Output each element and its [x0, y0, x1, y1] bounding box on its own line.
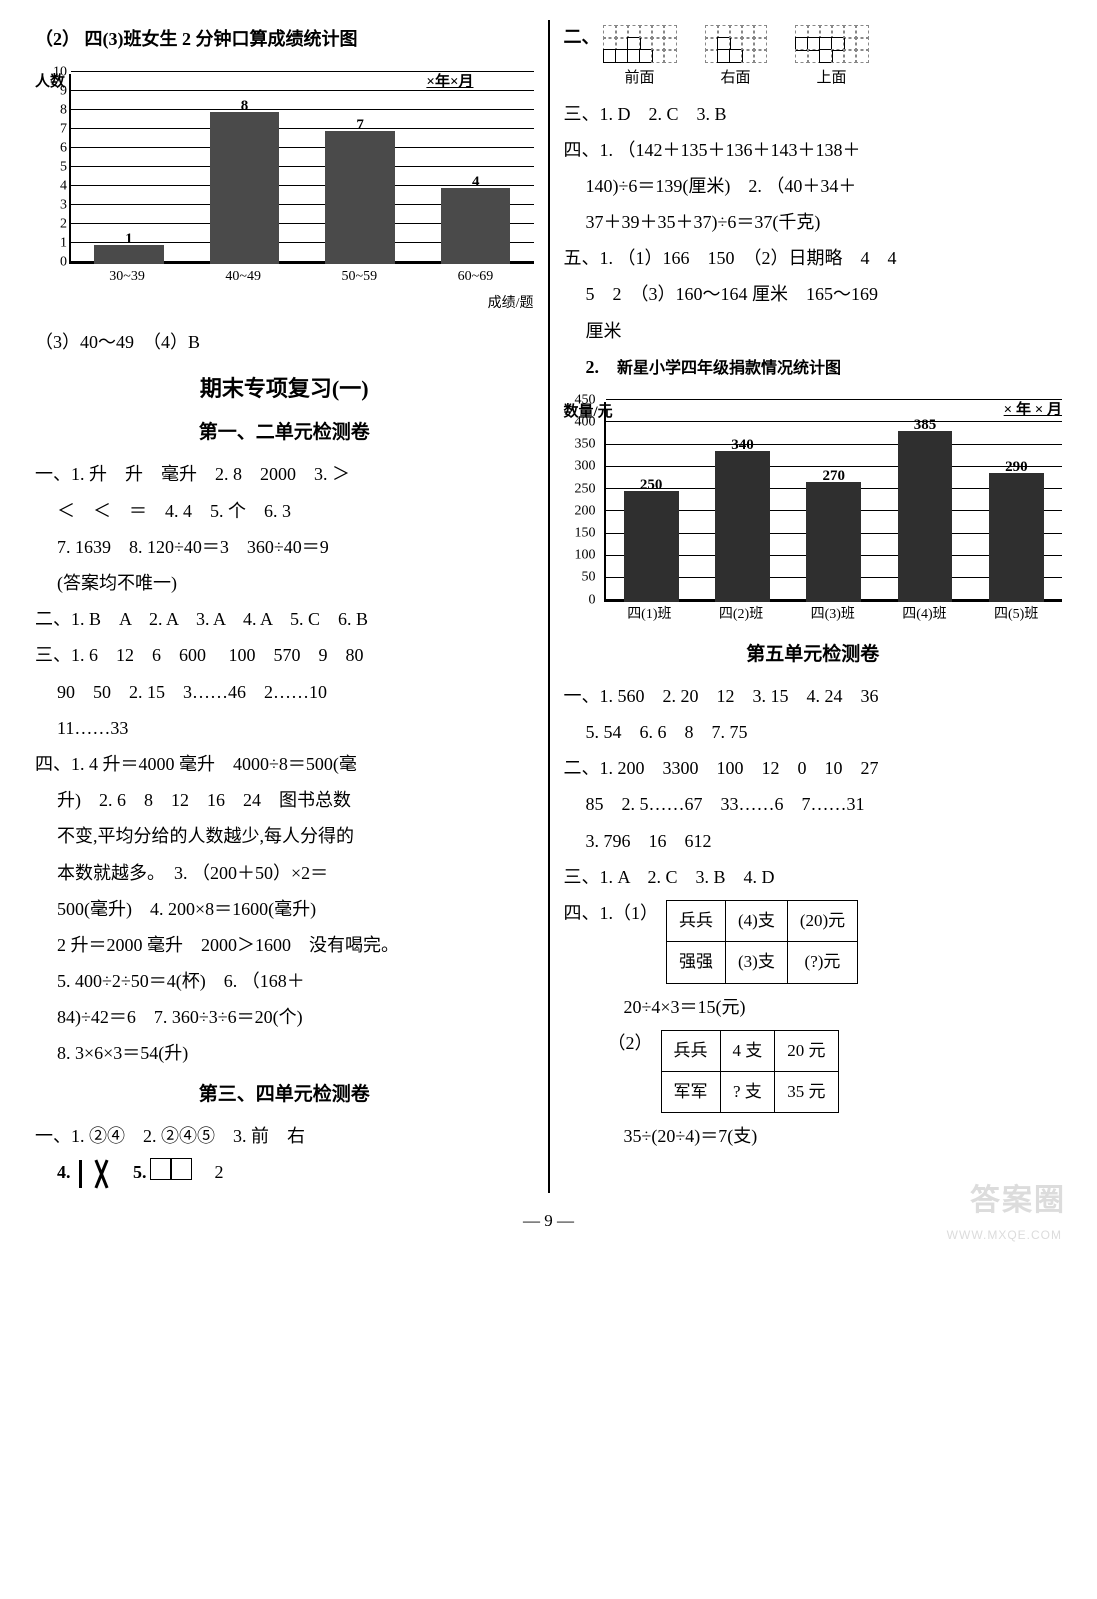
- u12-s3-l3: 11……33: [35, 711, 534, 745]
- chart2-plot: 250340270385290 050100150200250300350400…: [604, 402, 1063, 602]
- review-title: 期末专项复习(一): [35, 368, 534, 410]
- u34-s1-l2b: 5.: [115, 1162, 151, 1182]
- u5-s2-l2: 85 2. 5……67 33……6 7……31: [564, 787, 1063, 821]
- chart2-prefix: 2.: [586, 357, 600, 377]
- sec2-row: 二、 前面右面上面: [564, 20, 1063, 95]
- watermark: 答案圈: [970, 1172, 1066, 1229]
- u5-s1-l2: 5. 54 6. 6 8 7. 75: [564, 715, 1063, 749]
- u5-s4-r1: 四、1.（1） 兵兵(4)支(20)元强强(3)支(?)元: [564, 896, 1063, 988]
- unit12-title: 第一、二单元检测卷: [35, 415, 534, 451]
- u5-s3: 三、1. A 2. C 3. B 4. D: [564, 860, 1063, 894]
- u12-s4-l8: 84)÷42＝6 7. 360÷3÷6＝20(个): [35, 1000, 534, 1034]
- u5-s4-lead: 四、1.（1）: [564, 896, 659, 930]
- u12-s4-l9: 8. 3×6×3＝54(升): [35, 1036, 534, 1070]
- watermark-sub: WWW.MXQE.COM: [947, 1224, 1062, 1247]
- u12-s4-l6: 2 升＝2000 毫升 2000＞1600 没有喝完。: [35, 928, 534, 962]
- chart1: 人数 ×年×月 1874 012345678910 30~3940~4950~5…: [35, 74, 534, 317]
- page-number: — 9 —: [25, 1205, 1072, 1237]
- u5-tbl2-ans: 35÷(20÷4)＝7(支): [564, 1119, 1063, 1153]
- u34-s1-l2: 4. 5. 2: [35, 1155, 534, 1191]
- chart1-title: 四(3)班女生 2 分钟口算成绩统计图: [85, 29, 358, 49]
- chart1-xlabels: 30~3940~4950~5960~69: [69, 264, 534, 291]
- u12-s1-l1: 一、1. 升 升 毫升 2. 8 2000 3. ＞: [35, 457, 534, 491]
- u34-s1-l1: 一、1. ②④ 2. ②④⑤ 3. 前 右: [35, 1119, 534, 1153]
- u12-s2: 二、1. B A 2. A 3. A 4. A 5. C 6. B: [35, 602, 534, 636]
- sec4-l3: 37＋39＋35＋37)÷6＝37(千克): [564, 205, 1063, 239]
- chart2-xlabels: 四(1)班四(2)班四(3)班四(4)班四(5)班: [604, 602, 1063, 629]
- chart1-prefix: （2）: [35, 29, 80, 49]
- three-views: 前面右面上面: [604, 20, 868, 95]
- chart1-heading: （2） 四(3)班女生 2 分钟口算成绩统计图: [35, 22, 534, 56]
- u12-s1-l3: 7. 1639 8. 120÷40＝3 360÷40＝9: [35, 530, 534, 564]
- chart2-bars: 250340270385290: [606, 402, 1063, 602]
- sec4-l1: 四、1. （142＋135＋136＋143＋138＋: [564, 133, 1063, 167]
- u5-s4-lead2: （2）: [608, 1026, 653, 1060]
- u5-s2-l1: 二、1. 200 3300 100 12 0 10 27: [564, 751, 1063, 785]
- right-column: 二、 前面右面上面 三、1. D 2. C 3. B 四、1. （142＋135…: [554, 20, 1073, 1193]
- u12-s4-l5: 500(毫升) 4. 200×8＝1600(毫升): [35, 892, 534, 926]
- chart1-bars: 1874: [71, 74, 534, 264]
- sec5-l2: 5 2 （3）160～164 厘米 165～169: [564, 277, 1063, 311]
- u12-s4-l4: 本数就越多。 3. （200＋50）×2＝: [35, 856, 534, 890]
- u5-s2-l3: 3. 796 16 612: [564, 824, 1063, 858]
- after-chart1: （3）40～49 （4）B: [35, 325, 534, 359]
- u12-s1-l2: ＜ ＜ ＝ 4. 4 5. 个 6. 3: [35, 494, 534, 528]
- u5-s4-r2: （2） 兵兵4 支20 元军军? 支35 元: [564, 1026, 1063, 1118]
- left-column: （2） 四(3)班女生 2 分钟口算成绩统计图 人数 ×年×月 1874 012…: [25, 20, 544, 1193]
- sec5-l3: 厘米: [564, 314, 1063, 348]
- stick-icon: [79, 1160, 82, 1188]
- unit5-title: 第五单元检测卷: [564, 637, 1063, 673]
- column-divider: [548, 20, 550, 1193]
- u12-s4-l3: 不变,平均分给的人数越少,每人分得的: [35, 819, 534, 853]
- chart2: 数量/元 × 年 × 月 250340270385290 05010015020…: [564, 402, 1063, 629]
- u12-s3-l2: 90 50 2. 15 3……46 2……10: [35, 675, 534, 709]
- u34-s1-l2c: 2: [197, 1162, 224, 1182]
- sec4-l2: 140)÷6＝139(厘米) 2. （40＋34＋: [564, 169, 1063, 203]
- chart1-xaxis-label: 成绩/题: [69, 291, 534, 318]
- sec3: 三、1. D 2. C 3. B: [564, 97, 1063, 131]
- chart2-title: 新星小学四年级捐款情况统计图: [617, 360, 841, 377]
- u34-s1-l2a: 4.: [57, 1162, 75, 1182]
- page-columns: （2） 四(3)班女生 2 分钟口算成绩统计图 人数 ×年×月 1874 012…: [25, 20, 1072, 1193]
- u12-s4-l1: 四、1. 4 升＝4000 毫升 4000÷8＝500(毫: [35, 747, 534, 781]
- sec2-label: 二、: [564, 20, 600, 54]
- unit34-title: 第三、四单元检测卷: [35, 1077, 534, 1113]
- u5-table2: 兵兵4 支20 元军军? 支35 元: [661, 1030, 839, 1114]
- two-box-icon: [151, 1157, 192, 1191]
- chart2-heading: 2. 新星小学四年级捐款情况统计图: [564, 350, 1063, 384]
- u12-s3-l1: 三、1. 6 12 6 600 100 570 9 80: [35, 638, 534, 672]
- u5-table1: 兵兵(4)支(20)元强强(3)支(?)元: [666, 900, 858, 984]
- u12-s4-l7: 5. 400÷2÷50＝4(杯) 6. （168＋: [35, 964, 534, 998]
- stick-x-icon: [91, 1160, 111, 1188]
- u5-s1-l1: 一、1. 560 2. 20 12 3. 15 4. 24 36: [564, 679, 1063, 713]
- u5-tbl1-ans: 20÷4×3＝15(元): [564, 990, 1063, 1024]
- chart1-plot: 1874 012345678910: [69, 74, 534, 264]
- sec5-l1: 五、1. （1）166 150 （2）日期略 4 4: [564, 241, 1063, 275]
- u12-s1-l4: (答案均不唯一): [35, 566, 534, 600]
- u12-s4-l2: 升) 2. 6 8 12 16 24 图书总数: [35, 783, 534, 817]
